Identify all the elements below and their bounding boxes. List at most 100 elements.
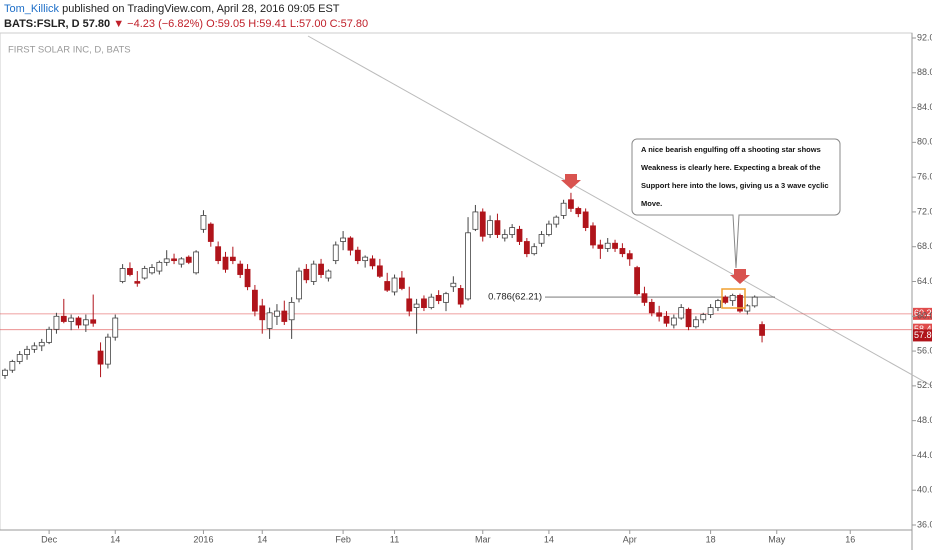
price-badge	[913, 307, 932, 320]
x-tick-label: 14	[257, 534, 267, 544]
publish-line: Tom_Killick published on TradingView.com…	[4, 2, 368, 17]
levels: 60.28 58.4657.80 0.786(62.21)	[0, 292, 932, 342]
candle-body	[707, 307, 714, 315]
candle-body	[634, 267, 640, 295]
fib-label: 0.786(62.21)	[488, 292, 542, 303]
candle-body	[163, 258, 170, 263]
candle-body	[648, 301, 655, 314]
candle-body	[82, 319, 89, 326]
candle-body	[134, 281, 141, 284]
candle-body	[472, 211, 479, 230]
candle-body	[597, 244, 604, 249]
y-tick-label: 72.00	[917, 206, 932, 216]
candle-body	[560, 202, 567, 216]
candle-body	[685, 308, 692, 328]
header: Tom_Killick published on TradingView.com…	[4, 2, 368, 32]
candle-body	[362, 256, 369, 262]
annotation-line: Move.	[641, 199, 662, 208]
candle-body	[24, 348, 30, 355]
candles	[2, 192, 765, 379]
candle-body	[325, 270, 332, 279]
candle-body	[171, 258, 177, 262]
candle-body	[641, 293, 648, 303]
candle-body	[119, 268, 126, 282]
y-tick-label: 56.00	[917, 345, 932, 355]
candle-body	[656, 312, 663, 317]
y-tick-label: 92.00	[917, 32, 932, 42]
change: ▼ −4.23 (−6.82%)	[113, 18, 204, 30]
candle-body	[31, 345, 38, 350]
y-tick-label: 48.00	[917, 415, 932, 425]
candle-body	[105, 336, 111, 365]
candle-body	[509, 227, 516, 235]
candle-body	[391, 277, 398, 293]
candle-body	[670, 317, 677, 326]
candle-body	[384, 281, 391, 291]
x-tick-label: 2016	[193, 534, 213, 544]
candle-body	[479, 211, 486, 237]
callout	[631, 138, 841, 269]
candle-body	[443, 293, 449, 303]
candle-body	[149, 267, 155, 274]
candle-body	[369, 258, 376, 267]
last-price: 57.80	[82, 18, 111, 30]
candle-body	[729, 295, 736, 302]
candle-body	[340, 237, 347, 242]
x-tick-label: Feb	[335, 534, 351, 544]
y-tick-label: 68.00	[917, 241, 932, 251]
symbol: BATS:FSLR, D	[4, 18, 80, 30]
candle-body	[68, 317, 75, 322]
candle-body	[575, 208, 582, 215]
candle-body	[310, 263, 317, 282]
candle-body	[582, 211, 589, 228]
x-tick-label: 11	[390, 534, 399, 544]
candle-body	[406, 298, 413, 312]
candle-body	[759, 324, 765, 336]
y-tick-label: 76.00	[917, 172, 932, 182]
candle-body	[450, 282, 457, 288]
y-tick-label: 64.00	[917, 276, 932, 286]
candle-body	[693, 319, 699, 328]
candle-body	[678, 307, 685, 319]
candle-body	[288, 301, 295, 321]
candle-body	[296, 270, 302, 300]
candle-body	[75, 317, 82, 326]
y-tick-label: 88.00	[917, 67, 932, 77]
annotation-line: A nice bearish engulfing off a shooting …	[641, 145, 821, 154]
x-tick-label: 14	[110, 534, 120, 544]
candle-body	[737, 295, 743, 312]
candle-body	[215, 246, 222, 262]
candle-body	[413, 303, 420, 308]
candle-body	[229, 256, 236, 262]
candle-body	[494, 220, 501, 235]
candle-body	[715, 300, 721, 308]
candle-body	[141, 268, 148, 279]
candle-body	[244, 268, 251, 288]
candle-body	[207, 223, 214, 242]
watermark: FIRST SOLAR INC, D, BATS	[8, 45, 131, 56]
candle-body	[546, 223, 552, 235]
y-tick-label: 60.00	[917, 311, 932, 321]
candle-body	[751, 296, 758, 307]
candle-body	[722, 296, 729, 303]
candle-body	[237, 263, 244, 275]
candle-body	[156, 261, 163, 272]
candle-body	[222, 256, 229, 270]
candle-body	[9, 361, 16, 371]
candle-body	[112, 317, 119, 338]
price-badge-label: 58.46	[914, 324, 932, 334]
candle-body	[376, 265, 383, 277]
publisher[interactable]: Tom_Killick	[4, 3, 60, 15]
price-badge-label: 60.28	[914, 308, 932, 318]
candle-body	[97, 350, 104, 365]
candle-body	[193, 251, 200, 274]
candle-body	[700, 314, 707, 321]
candle-body	[354, 249, 361, 262]
price-badge	[913, 329, 932, 342]
candle-body	[663, 315, 670, 324]
candle-body	[568, 199, 574, 209]
x-tick-label: 18	[706, 534, 716, 544]
arrow	[561, 174, 581, 189]
x-tick-label: Mar	[475, 534, 491, 544]
candle-body	[200, 215, 207, 230]
